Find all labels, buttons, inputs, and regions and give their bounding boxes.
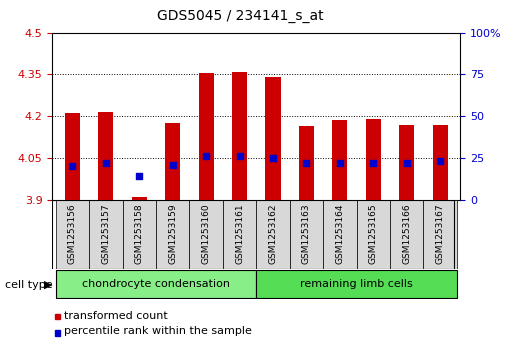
Bar	[199, 73, 213, 200]
Bar	[299, 126, 314, 200]
Text: percentile rank within the sample: percentile rank within the sample	[64, 326, 252, 337]
Bar	[357, 200, 390, 269]
Bar	[55, 270, 256, 298]
Point	[168, 162, 177, 167]
Text: remaining limb cells: remaining limb cells	[300, 279, 413, 289]
Point	[235, 153, 244, 159]
Text: GSM1253160: GSM1253160	[201, 204, 211, 265]
Text: transformed count: transformed count	[64, 311, 167, 321]
Bar	[98, 112, 113, 200]
Point	[302, 160, 311, 166]
Text: GSM1253158: GSM1253158	[135, 204, 144, 265]
Bar	[189, 200, 223, 269]
Text: GSM1253165: GSM1253165	[369, 204, 378, 265]
Point	[68, 163, 76, 169]
Text: GSM1253167: GSM1253167	[436, 204, 445, 265]
Point	[101, 160, 110, 166]
Text: GDS5045 / 234141_s_at: GDS5045 / 234141_s_at	[157, 9, 324, 23]
Bar	[323, 200, 357, 269]
Text: GSM1253156: GSM1253156	[68, 204, 77, 265]
Bar	[290, 200, 323, 269]
Bar	[89, 200, 122, 269]
Bar	[256, 270, 457, 298]
Text: GSM1253157: GSM1253157	[101, 204, 110, 265]
Point	[336, 160, 344, 166]
Text: GSM1253159: GSM1253159	[168, 204, 177, 265]
Bar	[223, 200, 256, 269]
Bar	[256, 200, 290, 269]
Point	[403, 160, 411, 166]
Bar	[433, 125, 448, 200]
Bar	[165, 123, 180, 200]
Text: GSM1253166: GSM1253166	[402, 204, 411, 265]
Bar	[55, 200, 89, 269]
Bar	[122, 200, 156, 269]
Bar	[399, 125, 414, 200]
Text: GSM1253162: GSM1253162	[268, 204, 278, 264]
Bar	[65, 113, 80, 200]
Point	[436, 158, 445, 164]
Bar	[232, 72, 247, 200]
Bar	[390, 200, 424, 269]
Bar	[424, 200, 457, 269]
Text: GSM1253164: GSM1253164	[335, 204, 344, 264]
Text: GSM1253161: GSM1253161	[235, 204, 244, 265]
Bar	[266, 77, 280, 200]
Point	[135, 174, 143, 179]
Point	[202, 153, 210, 159]
Text: GSM1253163: GSM1253163	[302, 204, 311, 265]
Bar	[366, 119, 381, 200]
Text: chondrocyte condensation: chondrocyte condensation	[82, 279, 230, 289]
Bar	[156, 200, 189, 269]
Bar	[132, 197, 147, 200]
Point	[269, 155, 277, 161]
Text: ▶: ▶	[44, 280, 53, 290]
Text: cell type: cell type	[5, 280, 53, 290]
Bar	[332, 121, 347, 200]
Point	[369, 160, 378, 166]
